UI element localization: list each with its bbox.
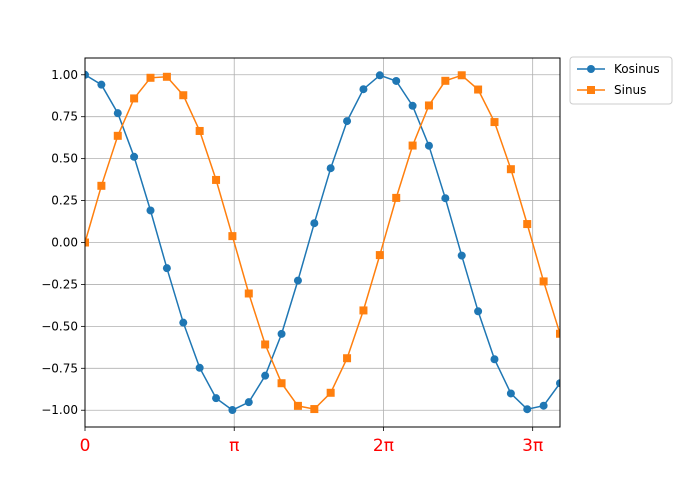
data-point-kosinus	[162, 264, 171, 273]
data-point-sinus	[195, 126, 204, 135]
data-point-sinus	[408, 141, 417, 150]
data-point-kosinus	[392, 76, 401, 85]
series-layer	[85, 70, 560, 415]
data-point-sinus	[212, 175, 221, 184]
legend-entry-sinus: Sinus	[577, 83, 646, 97]
legend-marker-sinus	[587, 86, 595, 94]
data-point-sinus	[162, 72, 171, 81]
data-point-sinus	[277, 379, 286, 388]
data-point-sinus	[359, 306, 368, 315]
data-point-kosinus	[424, 141, 433, 150]
data-point-sinus	[130, 94, 139, 103]
series-sinus	[85, 71, 560, 414]
data-point-kosinus	[293, 276, 302, 285]
data-point-kosinus	[523, 405, 532, 414]
data-point-kosinus	[441, 194, 450, 203]
data-point-kosinus	[375, 71, 384, 80]
data-point-sinus	[523, 220, 532, 229]
data-point-sinus	[441, 76, 450, 85]
data-point-sinus	[457, 71, 466, 80]
y-axis: 1.00 0.75 0.50 0.25 0.00 −0.25 −0.50 −0.75 −1.00	[41, 68, 85, 417]
data-point-kosinus	[343, 117, 352, 126]
data-point-sinus	[179, 91, 188, 100]
y-tick-label: 0.50	[51, 152, 78, 166]
x-tick-label: π	[229, 436, 239, 456]
y-tick-label: 1.00	[51, 68, 78, 82]
x-tick-label: 3π	[522, 436, 543, 456]
series-line-kosinus	[85, 74, 560, 411]
data-point-kosinus	[130, 152, 139, 161]
data-point-kosinus	[195, 363, 204, 372]
legend-marker-kosinus	[587, 65, 595, 73]
data-point-kosinus	[113, 109, 122, 118]
grid	[84, 58, 560, 427]
data-point-kosinus	[212, 394, 221, 403]
data-point-kosinus	[179, 318, 188, 327]
legend-label-sinus: Sinus	[614, 83, 646, 97]
data-point-kosinus	[261, 371, 270, 380]
data-point-sinus	[293, 401, 302, 410]
x-tick-label: 0	[80, 436, 91, 456]
y-tick-label: −0.25	[41, 277, 78, 291]
data-point-sinus	[375, 251, 384, 260]
data-point-kosinus	[326, 164, 335, 173]
data-point-kosinus	[146, 206, 155, 215]
data-point-sinus	[556, 329, 560, 338]
data-point-sinus	[539, 277, 548, 286]
data-point-sinus	[474, 85, 483, 94]
data-point-sinus	[424, 101, 433, 110]
data-point-sinus	[310, 405, 319, 414]
data-point-kosinus	[244, 398, 253, 407]
data-point-sinus	[392, 193, 401, 202]
data-point-sinus	[490, 118, 499, 127]
legend-entry-kosinus: Kosinus	[577, 62, 660, 76]
legend-label-kosinus: Kosinus	[614, 62, 660, 76]
data-point-kosinus	[97, 80, 106, 89]
data-point-sinus	[113, 131, 122, 140]
data-point-sinus	[85, 238, 89, 247]
data-point-sinus	[506, 165, 515, 174]
data-point-kosinus	[359, 85, 368, 94]
data-point-sinus	[244, 289, 253, 298]
data-point-sinus	[343, 354, 352, 363]
x-axis: 0 π 2π 3π	[80, 427, 543, 456]
data-point-kosinus	[490, 355, 499, 364]
data-point-sinus	[228, 232, 237, 241]
data-point-kosinus	[85, 70, 89, 79]
data-point-sinus	[326, 388, 335, 397]
data-point-kosinus	[457, 251, 466, 260]
x-tick-label: 2π	[373, 436, 394, 456]
data-point-sinus	[261, 340, 270, 349]
y-tick-label: 0.00	[51, 236, 78, 250]
y-tick-label: −1.00	[41, 403, 78, 417]
data-point-kosinus	[474, 307, 483, 316]
y-tick-label: −0.75	[41, 361, 78, 375]
data-point-kosinus	[277, 329, 286, 338]
data-point-kosinus	[408, 101, 417, 110]
data-point-kosinus	[228, 406, 237, 415]
data-point-kosinus	[310, 219, 319, 228]
series-kosinus	[85, 70, 560, 415]
data-point-kosinus	[539, 401, 548, 410]
data-point-sinus	[97, 181, 106, 190]
data-point-kosinus	[556, 379, 560, 388]
legend: Kosinus Sinus	[569, 56, 673, 105]
y-tick-label: −0.50	[41, 319, 78, 333]
data-point-kosinus	[506, 389, 515, 398]
y-tick-label: 0.25	[51, 194, 78, 208]
data-point-sinus	[146, 73, 155, 82]
y-tick-label: 0.75	[51, 110, 78, 124]
